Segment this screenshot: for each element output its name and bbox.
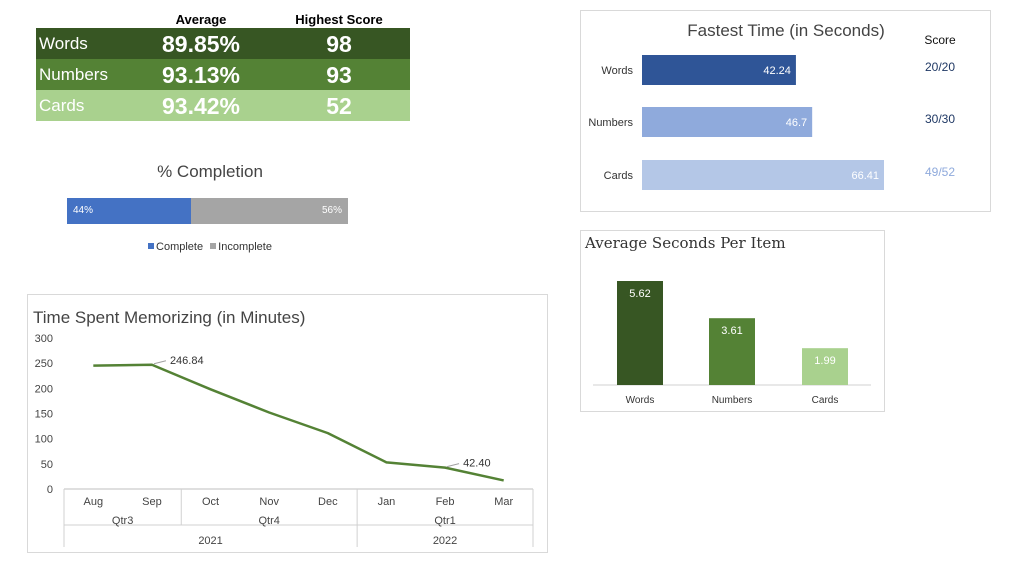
row-accuracy: 93.13% [161,62,240,88]
score-value: 49/52 [925,165,955,179]
category-label: Cards [812,395,839,406]
year-label: 2022 [433,535,457,547]
time-spent-line [93,363,504,482]
row-label: Numbers [39,65,108,84]
incomplete-segment: 56% [190,198,348,224]
completion-chart: % Completion 44% 56% Complete Incomplete [60,155,360,265]
time-spent-plot: Time Spent Memorizing (in Minutes) 300 250… [33,308,534,547]
chart-title: Fastest Time (in Seconds) [687,21,884,40]
y-tick-label: 100 [35,434,53,446]
row-accuracy: 89.85% [161,31,240,57]
bar-cards [642,160,884,190]
fastest-time-chart: Fastest Time (in Seconds) Score Words 42.24… [580,10,991,212]
y-tick-label: 50 [41,459,53,471]
row-accuracy: 93.42% [161,93,240,119]
quarter-label: Qtr4 [258,515,279,527]
average-seconds-plot: Average Seconds Per Item 5.62 Words 3.61 Num… [584,234,871,406]
bar-value-label: 1.99 [814,355,835,367]
average-seconds-chart: Average Seconds Per Item 5.62 Words 3.61 Num… [580,230,885,412]
bar-numbers [709,318,755,385]
time-spent-chart: Time Spent Memorizing (in Minutes) 300 250… [27,294,548,553]
summary-row-numbers: Numbers 93.13% 93 [36,59,410,90]
bar-cards [802,348,848,385]
bar-words [617,281,663,385]
legend-swatch [210,243,217,249]
score-header: Score [924,33,956,47]
category-label: Numbers [588,117,633,129]
year-label: 2021 [198,535,222,547]
row-highest-score: 52 [326,93,352,119]
summary-table: Average Accuracy Highest Score Words 89.… [36,10,410,121]
legend-incomplete-label: Incomplete [218,241,272,253]
score-value: 20/20 [925,60,955,74]
x-tick-label: Feb [436,496,455,508]
category-label: Cards [604,170,634,182]
bar-value-label: 42.24 [763,65,791,77]
data-label: 246.84 [170,355,204,367]
completion-title: % Completion [157,162,263,181]
y-tick-label: 0 [47,484,53,496]
x-tick-label: Dec [318,496,338,508]
legend-swatch [148,243,155,249]
row-label: Words [39,34,88,53]
x-tick-label: Sep [142,496,162,508]
x-tick-label: Mar [494,496,513,508]
data-label-leader [153,360,167,365]
highest-score-header: Highest Score [295,12,383,27]
complete-segment: 44% [67,198,191,224]
row-highest-score: 93 [326,62,352,88]
summary-row-cards: Cards 93.42% 52 [36,90,410,121]
bar-words [642,55,796,85]
x-tick-label: Nov [259,496,279,508]
quarter-label: Qtr3 [112,515,133,527]
completion-legend: Complete Incomplete [60,241,360,253]
y-tick-label: 250 [35,358,53,370]
x-tick-label: Oct [202,496,219,508]
bar-numbers [642,107,813,137]
x-tick-label: Aug [84,496,104,508]
chart-title: Average Seconds Per Item [584,234,786,252]
row-highest-score: 98 [326,31,352,57]
completion-bar: 44% 56% [67,198,348,224]
chart-title: Time Spent Memorizing (in Minutes) [33,308,305,327]
x-tick-label: Jan [378,496,396,508]
summary-row-words: Words 89.85% 98 [36,28,410,59]
y-tick-label: 150 [35,409,53,421]
score-value: 30/30 [925,112,955,126]
fastest-time-plot: Fastest Time (in Seconds) Score Words 42.24… [588,21,956,190]
category-label: Numbers [712,395,753,406]
legend-complete-label: Complete [156,241,204,253]
y-tick-label: 200 [35,383,53,395]
bar-value-label: 66.41 [851,170,879,182]
bar-value-label: 46.7 [786,117,807,129]
bar-value-label: 5.62 [629,288,650,300]
row-label: Cards [39,96,85,115]
summary-header: Average Accuracy Highest Score [36,10,410,42]
y-tick-label: 300 [35,333,53,345]
incomplete-value-label: 56% [321,205,342,216]
data-label-leader [446,463,460,468]
category-label: Words [601,65,633,77]
complete-value-label: 44% [73,205,94,216]
bar-value-label: 3.61 [721,325,742,337]
quarter-label: Qtr1 [434,515,455,527]
data-label: 42.40 [463,458,491,470]
category-label: Words [626,395,655,406]
legend-incomplete: Incomplete [210,241,272,253]
legend-complete: Complete [148,241,203,253]
